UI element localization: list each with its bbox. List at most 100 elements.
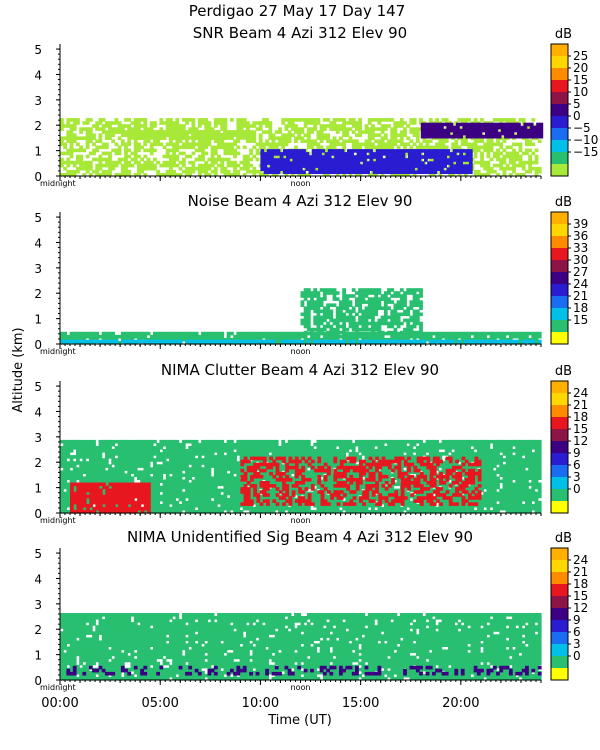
heatmap-cell bbox=[133, 157, 138, 162]
heatmap-cell bbox=[465, 152, 470, 156]
heatmap-cell bbox=[159, 142, 164, 147]
y-tick-label: 4 bbox=[34, 236, 42, 250]
heatmap-cell bbox=[282, 152, 287, 156]
heatmap-cell bbox=[108, 151, 112, 156]
heatmap-cell bbox=[430, 128, 435, 133]
heatmap-cell bbox=[492, 142, 497, 147]
heatmap-cell bbox=[510, 134, 515, 139]
heatmap-cell bbox=[407, 149, 412, 153]
heatmap-cell bbox=[523, 122, 528, 127]
heatmap-cell bbox=[502, 169, 507, 174]
heatmap-cell bbox=[483, 145, 488, 150]
heatmap-cell bbox=[436, 122, 441, 127]
heatmap-cell bbox=[371, 321, 375, 326]
heatmap-cell bbox=[396, 121, 401, 125]
heatmap-cell bbox=[409, 118, 414, 122]
heatmap-cell bbox=[340, 152, 345, 156]
heatmap-cell bbox=[66, 148, 71, 153]
heatmap-cell bbox=[529, 122, 534, 127]
heatmap-cell bbox=[417, 158, 422, 162]
heatmap-cell bbox=[226, 339, 231, 344]
colorbar-unit: dB bbox=[555, 27, 572, 42]
heatmap-cell bbox=[185, 173, 189, 177]
heatmap-cell bbox=[95, 163, 100, 168]
heatmap-cell bbox=[358, 303, 362, 307]
heatmap-cell bbox=[239, 118, 244, 122]
heatmap-cell bbox=[449, 125, 454, 130]
heatmap-cell bbox=[213, 166, 218, 171]
heatmap-cell bbox=[104, 331, 109, 336]
heatmap-cell bbox=[314, 164, 319, 168]
heatmap-cell bbox=[515, 334, 520, 339]
heatmap-cell bbox=[536, 134, 540, 139]
heatmap-cell bbox=[363, 155, 367, 159]
colorbar-segment bbox=[551, 56, 568, 69]
heatmap-cell bbox=[529, 134, 534, 139]
heatmap-cell bbox=[419, 321, 423, 326]
heatmap-cell bbox=[229, 130, 234, 134]
heatmap-cell bbox=[505, 166, 510, 171]
heatmap-cell bbox=[420, 128, 425, 133]
heatmap-cell bbox=[271, 145, 276, 150]
heatmap-cell bbox=[175, 127, 180, 131]
heatmap-cell bbox=[274, 136, 279, 140]
heatmap-cell bbox=[316, 142, 321, 147]
heatmap-cell bbox=[318, 158, 322, 162]
heatmap-cell bbox=[343, 158, 348, 162]
heatmap-cell bbox=[270, 170, 274, 174]
heatmap-cell bbox=[130, 446, 135, 450]
heatmap-cell bbox=[371, 136, 375, 140]
heatmap-cell bbox=[169, 148, 173, 153]
heatmap-cell bbox=[391, 149, 396, 153]
heatmap-cell bbox=[95, 148, 100, 153]
heatmap-cell bbox=[287, 133, 292, 137]
heatmap-cell bbox=[92, 136, 96, 140]
colorbar-segment bbox=[551, 284, 568, 297]
heatmap-cell bbox=[245, 136, 250, 140]
heatmap-cell bbox=[492, 169, 497, 174]
heatmap-cell bbox=[327, 164, 332, 168]
heatmap-cell bbox=[465, 131, 470, 136]
heatmap-cell bbox=[492, 163, 497, 168]
heatmap-cell bbox=[79, 334, 83, 339]
heatmap-cell bbox=[483, 173, 488, 177]
heatmap-cell bbox=[420, 164, 425, 168]
heatmap-cell bbox=[220, 118, 225, 122]
heatmap-cell bbox=[438, 173, 443, 177]
heatmap-cell bbox=[335, 173, 340, 177]
heatmap-cell bbox=[220, 169, 225, 174]
heatmap-cell bbox=[108, 163, 112, 168]
heatmap-cell bbox=[347, 170, 351, 174]
heatmap-cell bbox=[252, 139, 257, 143]
heatmap-cell bbox=[217, 145, 221, 150]
heatmap-cell bbox=[441, 118, 446, 122]
heatmap-cell bbox=[371, 288, 375, 292]
heatmap-cell bbox=[377, 118, 382, 122]
heatmap-cell bbox=[449, 134, 454, 139]
heatmap-cell bbox=[432, 173, 436, 177]
heatmap-cell bbox=[95, 145, 100, 150]
heatmap-cell bbox=[204, 166, 209, 171]
heatmap-cell bbox=[104, 121, 109, 125]
heatmap-cell bbox=[473, 145, 478, 150]
heatmap-cell bbox=[473, 118, 478, 122]
heatmap-cell bbox=[308, 170, 313, 174]
heatmap-cell bbox=[178, 166, 183, 171]
heatmap-cell bbox=[124, 118, 128, 122]
heatmap-cell bbox=[518, 142, 523, 147]
heatmap-cell bbox=[302, 152, 306, 156]
heatmap-cell bbox=[98, 157, 103, 162]
heatmap-cell bbox=[515, 173, 520, 177]
heatmap-cell bbox=[359, 170, 364, 174]
heatmap-cell bbox=[427, 122, 431, 127]
heatmap-cell bbox=[197, 130, 202, 134]
heatmap-cell bbox=[475, 134, 480, 139]
heatmap-cell bbox=[236, 127, 241, 131]
heatmap-cell bbox=[217, 157, 221, 162]
heatmap-cell bbox=[230, 173, 234, 177]
heatmap-cell bbox=[169, 160, 173, 165]
heatmap-cell bbox=[117, 124, 122, 128]
heatmap-cell bbox=[172, 169, 176, 174]
heatmap-cell bbox=[492, 154, 497, 159]
heatmap-cell bbox=[217, 154, 221, 159]
